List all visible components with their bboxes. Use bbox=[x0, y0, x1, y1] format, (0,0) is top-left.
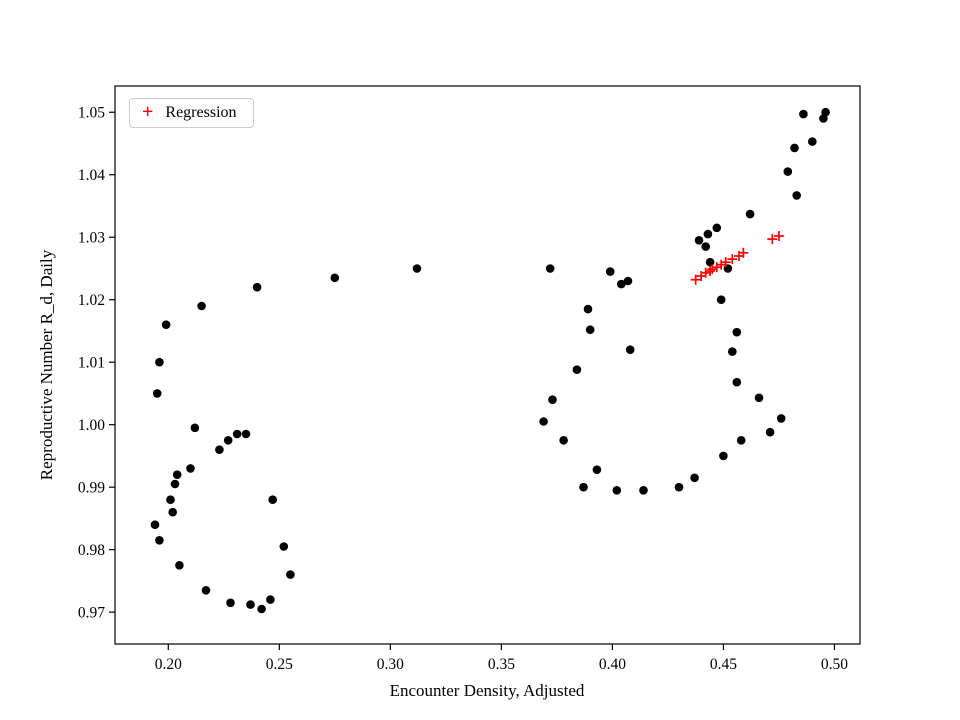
y-axis-label: Reproductive Number R_d, Daily bbox=[37, 249, 56, 481]
svg-text:0.99: 0.99 bbox=[78, 480, 105, 497]
x-ticks: 0.20 0.25 0.30 0.35 0.40 0.45 0.50 bbox=[155, 644, 848, 673]
svg-text:0.20: 0.20 bbox=[155, 656, 182, 673]
axes-frame bbox=[114, 85, 861, 645]
svg-text:1.03: 1.03 bbox=[78, 230, 105, 247]
svg-text:0.97: 0.97 bbox=[78, 605, 105, 622]
svg-text:1.02: 1.02 bbox=[78, 292, 105, 309]
svg-text:0.98: 0.98 bbox=[78, 542, 105, 559]
svg-text:0.45: 0.45 bbox=[710, 656, 737, 673]
series-Regression bbox=[690, 231, 784, 285]
x-axis-label: Encounter Density, Adjusted bbox=[389, 681, 585, 700]
svg-text:0.35: 0.35 bbox=[488, 656, 515, 673]
svg-text:1.00: 1.00 bbox=[78, 417, 105, 434]
svg-text:0.25: 0.25 bbox=[266, 656, 293, 673]
legend: + Regression bbox=[129, 98, 254, 128]
series-observations bbox=[150, 107, 830, 614]
svg-text:0.30: 0.30 bbox=[377, 656, 404, 673]
svg-text:0.40: 0.40 bbox=[599, 656, 626, 673]
svg-text:1.05: 1.05 bbox=[78, 105, 105, 122]
legend-label: Regression bbox=[165, 104, 237, 121]
svg-text:1.04: 1.04 bbox=[78, 167, 105, 184]
svg-text:1.01: 1.01 bbox=[78, 355, 105, 372]
y-ticks: 0.97 0.98 0.99 1.00 1.01 1.02 1.03 1.04 1.05 bbox=[78, 105, 115, 622]
svg-text:0.50: 0.50 bbox=[821, 656, 848, 673]
plus-marker-icon: + bbox=[142, 101, 154, 123]
